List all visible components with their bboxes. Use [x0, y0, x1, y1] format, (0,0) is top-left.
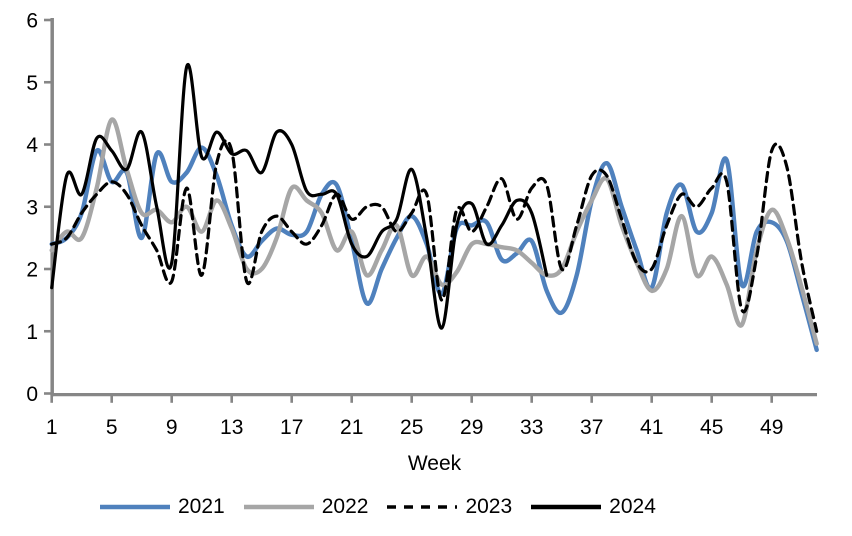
x-tick-label: 13	[220, 416, 243, 439]
series-line-2021	[49, 145, 819, 353]
y-tick-label: 6	[26, 10, 38, 33]
x-tick-label: 33	[520, 416, 543, 439]
legend-item-2023: 2023	[386, 495, 512, 519]
legend-item-2024: 2024	[530, 495, 656, 519]
x-tick-label: 5	[106, 416, 118, 439]
legend-line-swatch-2021	[100, 504, 170, 510]
series-line-2024	[50, 62, 549, 330]
x-tick-label: 37	[580, 416, 603, 439]
legend-item-2021: 2021	[99, 495, 225, 519]
legend-line-swatch-2023	[387, 505, 458, 509]
y-tick-label: 5	[26, 72, 38, 95]
x-tick-label: 25	[400, 416, 423, 439]
legend-line-swatch-2022	[243, 504, 314, 510]
x-tick-label: 17	[280, 416, 303, 439]
x-tick-label: 9	[166, 416, 178, 439]
x-tick-label: 41	[640, 416, 663, 439]
legend-label-2024: 2024	[609, 495, 656, 518]
x-tick-label: 49	[760, 416, 783, 439]
x-axis-title: Week	[407, 452, 462, 475]
x-tick-label: 1	[46, 416, 58, 439]
x-tick-label: 45	[700, 416, 723, 439]
y-tick-label: 2	[26, 259, 38, 282]
y-tick-label: 1	[26, 321, 38, 344]
y-tick-label: 3	[26, 196, 38, 219]
legend-label-2022: 2022	[321, 495, 369, 518]
legend-label-2023: 2023	[465, 495, 513, 518]
legend: 2021 2022 2023 2024	[99, 492, 656, 522]
x-tick-label: 29	[460, 416, 483, 439]
legend-label-2021: 2021	[178, 495, 225, 518]
x-tick-label: 21	[340, 416, 363, 439]
y-tick-label: 4	[26, 134, 38, 157]
legend-line-swatch-2024	[531, 504, 602, 510]
y-tick-label: 0	[26, 383, 38, 406]
series-lines	[49, 62, 819, 353]
legend-item-2022: 2022	[243, 495, 369, 519]
series-line-2023	[50, 138, 819, 333]
